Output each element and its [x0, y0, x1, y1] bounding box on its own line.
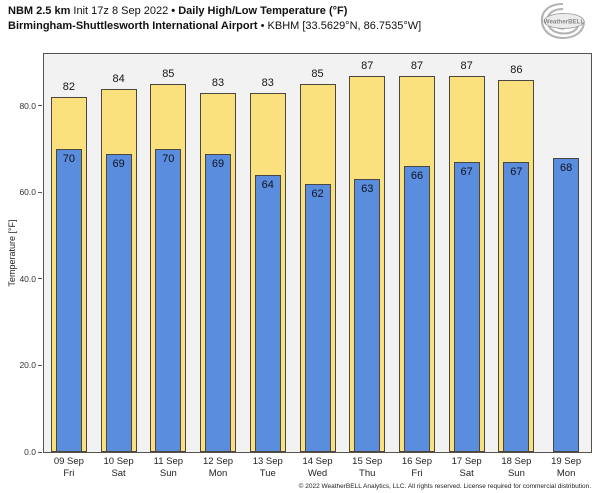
- x-axis-day-label: 17 Sep Sat: [442, 456, 492, 479]
- x-axis-day-label: 18 Sep Sun: [491, 456, 541, 479]
- chart-header: NBM 2.5 km Init 17z 8 Sep 2022 • Daily H…: [8, 4, 421, 34]
- x-label-weekday: Tue: [259, 467, 276, 479]
- low-temp-bar: [55, 149, 82, 452]
- y-axis-tick: [38, 364, 42, 366]
- x-axis-day-label: 11 Sep Sun: [143, 456, 193, 479]
- low-temp-bar: [254, 175, 281, 452]
- x-axis-day-label: 12 Sep Mon: [193, 456, 243, 479]
- low-temp-value: 63: [361, 183, 374, 196]
- low-temp-bar: [354, 179, 381, 452]
- y-tick-label: 20.0: [19, 360, 36, 371]
- x-label-weekday: Wed: [307, 467, 328, 479]
- x-label-date: 12 Sep: [202, 456, 234, 467]
- low-temp-value: 67: [510, 166, 523, 179]
- header-line-2: Birmingham-Shuttlesworth International A…: [8, 19, 421, 34]
- y-tick-label: 40.0: [19, 273, 36, 284]
- high-temp-value: 86: [510, 63, 523, 76]
- y-axis-tick: [38, 278, 42, 280]
- station-name: Birmingham-Shuttlesworth International A…: [8, 20, 258, 32]
- station-coordinates: KBHM [33.5629°N, 86.7535°W]: [267, 20, 422, 32]
- x-label-weekday: Mon: [556, 467, 576, 479]
- logo-text: WeatherBELL: [544, 19, 585, 26]
- x-axis-day-label: 19 Sep Mon: [541, 456, 591, 479]
- y-tick-label: 0.0: [24, 447, 36, 457]
- x-axis-day-label: 09 Sep Fri: [44, 456, 94, 479]
- low-temp-value: 69: [211, 157, 225, 170]
- y-axis-label: Temperature [°F]: [7, 219, 17, 287]
- low-temp-bar: [304, 183, 331, 452]
- model-name: NBM 2.5 km: [8, 5, 71, 17]
- low-temp-bar: [403, 166, 430, 452]
- bullet-separator: •: [171, 5, 176, 17]
- weatherbell-logo-graphic: WeatherBELL: [540, 2, 586, 40]
- x-label-weekday: Sun: [507, 467, 525, 479]
- x-label-weekday: Sat: [459, 467, 474, 479]
- high-temp-value: 85: [162, 68, 175, 81]
- high-temp-value: 87: [361, 59, 374, 72]
- low-temp-bar: [105, 153, 132, 452]
- x-label-date: 19 Sep: [551, 456, 582, 467]
- x-label-date: 11 Sep: [153, 456, 184, 467]
- low-temp-bar: [553, 157, 580, 452]
- x-axis-day-label: 10 Sep Sat: [94, 456, 144, 479]
- high-temp-value: 83: [261, 76, 274, 89]
- x-label-weekday: Thu: [359, 467, 376, 479]
- x-label-weekday: Sun: [159, 467, 177, 479]
- y-axis-tick: [38, 105, 42, 107]
- low-temp-value: 66: [410, 170, 424, 183]
- x-label-date: 16 Sep: [401, 456, 433, 467]
- y-axis-tick: [38, 451, 42, 453]
- x-axis-day-label: 15 Sep Thu: [342, 456, 392, 479]
- low-temp-value: 69: [112, 157, 125, 170]
- x-label-weekday: Fri: [63, 467, 75, 479]
- low-temp-value: 70: [162, 153, 175, 166]
- low-temp-bar: [503, 162, 530, 452]
- y-tick-label: 80.0: [19, 100, 36, 111]
- low-temp-bar: [155, 149, 182, 452]
- copyright-notice: © 2022 WeatherBELL Analytics, LLC. All r…: [298, 483, 591, 490]
- x-label-date: 17 Sep: [451, 456, 482, 467]
- bullet-separator-2: •: [260, 20, 265, 32]
- x-axis-day-label: 16 Sep Fri: [392, 456, 442, 479]
- x-label-date: 15 Sep: [352, 456, 383, 467]
- product-title: Daily High/Low Temperature (°F): [178, 5, 348, 17]
- header-line-1: NBM 2.5 km Init 17z 8 Sep 2022 • Daily H…: [8, 4, 421, 19]
- x-label-date: 18 Sep: [501, 456, 532, 467]
- low-temp-value: 67: [460, 166, 473, 179]
- x-label-weekday: Mon: [208, 467, 228, 479]
- plot-area: 0.0 20.0 40.0 60.0 80.0 82 70 09 Sep Fri 84 69 10 S…: [19, 53, 592, 479]
- high-temp-value: 82: [62, 81, 75, 94]
- high-temp-value: 83: [211, 76, 225, 89]
- high-temp-value: 84: [112, 72, 125, 85]
- y-tick-label: 60.0: [19, 187, 36, 198]
- low-temp-value: 68: [560, 161, 573, 174]
- low-temp-bar: [205, 153, 232, 452]
- x-label-date: 14 Sep: [302, 456, 333, 467]
- x-label-weekday: Sat: [111, 467, 126, 479]
- low-temp-value: 64: [261, 179, 274, 192]
- high-temp-value: 87: [460, 59, 473, 72]
- init-time: Init 17z 8 Sep 2022: [73, 5, 169, 17]
- low-temp-value: 70: [62, 153, 75, 166]
- x-label-weekday: Fri: [411, 467, 423, 479]
- x-label-date: 09 Sep: [53, 456, 84, 467]
- weatherbell-logo: WeatherBELL: [536, 1, 590, 41]
- x-label-date: 13 Sep: [252, 456, 283, 467]
- high-temp-value: 85: [311, 68, 324, 81]
- high-temp-value: 87: [410, 59, 424, 72]
- y-axis-tick: [38, 191, 42, 193]
- x-axis-day-label: 13 Sep Tue: [243, 456, 293, 479]
- low-temp-bar: [453, 162, 480, 452]
- x-axis-day-label: 14 Sep Wed: [293, 456, 343, 479]
- low-temp-value: 62: [311, 187, 324, 200]
- x-label-date: 10 Sep: [103, 456, 134, 467]
